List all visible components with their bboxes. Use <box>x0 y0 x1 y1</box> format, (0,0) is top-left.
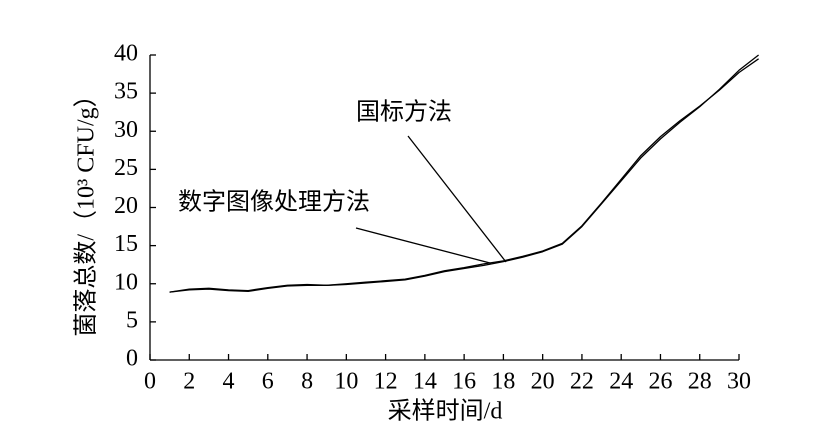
series-line <box>169 58 759 293</box>
x-tick-label: 22 <box>570 369 594 395</box>
y-axis-label: 菌落总数/（10³ CFU/g） <box>73 83 100 336</box>
series-line <box>169 54 759 293</box>
x-tick-label: 16 <box>452 369 476 395</box>
y-tick-label: 40 <box>114 41 138 67</box>
y-tick-label: 35 <box>114 79 138 105</box>
y-tick-label: 25 <box>114 155 138 181</box>
y-tick-label: 15 <box>114 231 138 257</box>
x-tick-label: 4 <box>223 369 235 395</box>
series-annotation: 数字图像处理方法 <box>178 189 370 216</box>
leader-line <box>355 227 491 264</box>
x-tick-label: 0 <box>144 369 156 395</box>
x-axis-label: 采样时间/d <box>388 398 503 425</box>
x-tick-label: 6 <box>262 369 274 395</box>
y-tick-label: 10 <box>114 269 138 295</box>
x-tick-label: 30 <box>727 369 751 395</box>
x-tick-label: 2 <box>183 369 195 395</box>
x-tick-label: 12 <box>374 369 398 395</box>
x-tick-label: 20 <box>531 369 555 395</box>
y-tick-label: 30 <box>114 117 138 143</box>
x-tick-label: 24 <box>609 369 633 395</box>
x-tick-label: 28 <box>688 369 712 395</box>
leader-line <box>407 135 507 263</box>
y-tick-label: 20 <box>114 193 138 219</box>
x-tick-label: 26 <box>648 369 672 395</box>
x-tick-label: 10 <box>334 369 358 395</box>
x-tick-label: 18 <box>491 369 515 395</box>
x-tick-label: 14 <box>413 369 437 395</box>
series-annotation: 国标方法 <box>356 99 452 126</box>
y-tick-label: 5 <box>126 307 138 333</box>
x-tick-label: 8 <box>301 369 313 395</box>
y-tick-label: 0 <box>126 346 138 372</box>
